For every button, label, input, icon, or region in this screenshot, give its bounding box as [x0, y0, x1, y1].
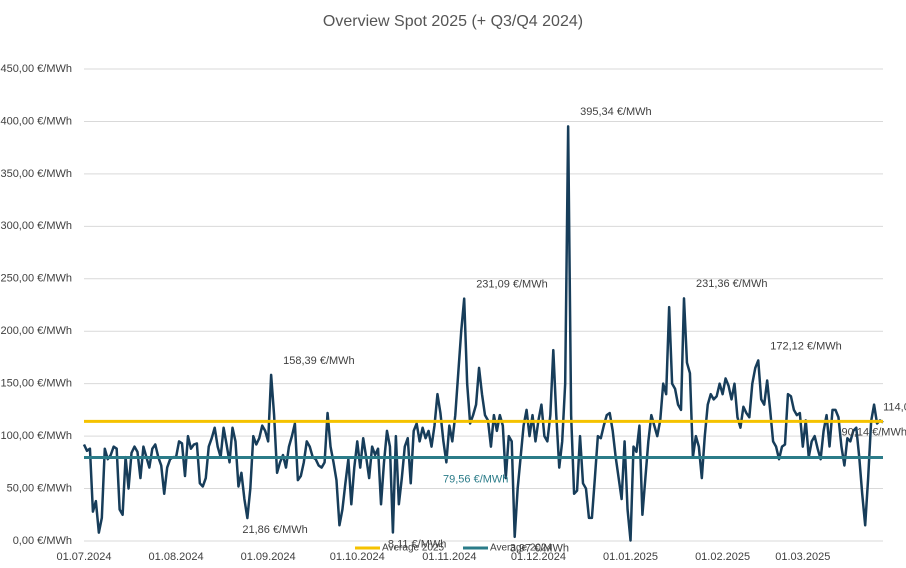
y-tick-label: 400,00 €/MWh: [0, 115, 72, 127]
x-tick-label: 01.09.2024: [241, 551, 296, 563]
x-tick-label: 01.10.2024: [330, 551, 385, 563]
y-tick-label: 150,00 €/MWh: [0, 378, 72, 390]
value-label: 172,12 €/MWh: [770, 340, 842, 352]
y-tick-label: 100,00 €/MWh: [0, 430, 72, 442]
y-tick-label: 350,00 €/MWh: [0, 168, 72, 180]
x-tick-label: 01.12.2024: [511, 551, 566, 563]
legend-label: Average 2024: [490, 543, 553, 554]
value-label: 158,39 €/MWh: [283, 355, 355, 367]
value-label: 90,14 €/MWh: [842, 426, 906, 438]
value-label: 8,11 €/MWh: [388, 538, 447, 550]
value-label: 21,86 €/MWh: [242, 524, 307, 536]
x-tick-label: 01.02.2025: [695, 551, 750, 563]
y-tick-label: 0,00 €/MWh: [13, 535, 72, 547]
chart-title: Overview Spot 2025 (+ Q3/Q4 2024): [323, 13, 583, 30]
y-tick-label: 300,00 €/MWh: [0, 220, 72, 232]
value-label: 231,36 €/MWh: [696, 278, 768, 290]
x-tick-label: 01.11.2024: [422, 551, 476, 563]
y-tick-label: 450,00 €/MWh: [0, 63, 72, 75]
y-tick-label: 250,00 €/MWh: [0, 273, 72, 285]
value-label: 3,97 €/MWh: [510, 543, 569, 555]
x-tick-label: 01.08.2024: [149, 551, 204, 563]
legend-label: Average 2025: [382, 543, 445, 554]
x-tick-label: 01.03.2025: [775, 551, 830, 563]
value-label: 231,09 €/MWh: [476, 279, 548, 291]
y-tick-label: 50,00 €/MWh: [7, 482, 72, 494]
y-tick-label: 200,00 €/MWh: [0, 325, 72, 337]
average-label: 79,56 €/MWh: [443, 473, 508, 485]
price-line: [82, 125, 884, 542]
value-label: 395,34 €/MWh: [580, 106, 652, 118]
value-label: 114,04 €/MWh: [883, 401, 906, 413]
x-tick-label: 01.01.2025: [603, 551, 658, 563]
x-tick-label: 01.07.2024: [56, 551, 111, 563]
